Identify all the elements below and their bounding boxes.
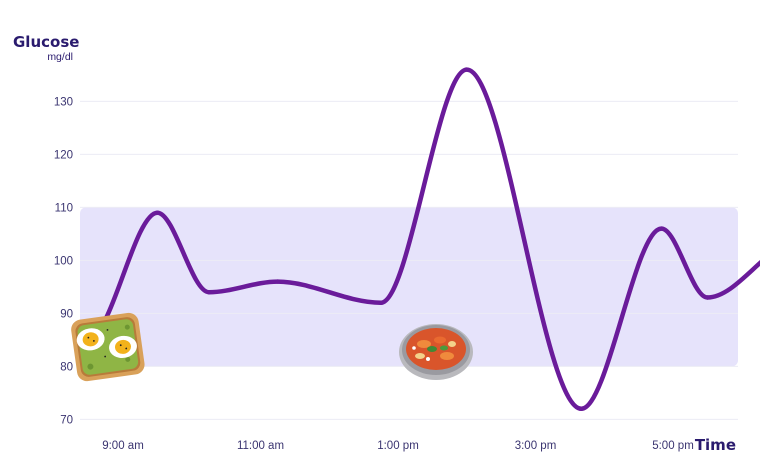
x-tick-label: 3:00 pm (515, 440, 557, 452)
x-axis-ticks: 9:00 am 11:00 am 1:00 pm 3:00 pm 5:00 pm (102, 440, 694, 452)
y-tick-label: 100 (54, 255, 73, 267)
y-axis-title: Glucose (13, 33, 79, 51)
target-range-band (80, 207, 738, 367)
data-point (579, 406, 584, 411)
y-axis-unit: mg/dl (47, 51, 73, 63)
y-tick-label: 130 (54, 96, 73, 108)
y-axis-ticks: 70 80 90 100 110 120 130 (54, 96, 73, 426)
glucose-series-line (103, 67, 760, 412)
y-tick-label: 120 (54, 149, 73, 161)
y-tick-label: 110 (55, 202, 73, 214)
pasta-bowl-icon (399, 324, 473, 380)
y-tick-label: 80 (60, 361, 73, 373)
data-point (464, 67, 469, 72)
data-point (378, 300, 384, 305)
avocado-toast-with-eggs-icon (71, 312, 145, 382)
data-point (206, 290, 212, 295)
data-point (705, 295, 710, 300)
x-tick-label: 11:00 am (237, 440, 284, 452)
y-tick-label: 90 (60, 308, 73, 320)
y-tick-label: 70 (60, 414, 73, 426)
x-tick-label: 1:00 pm (377, 440, 419, 452)
data-point (275, 279, 280, 284)
x-tick-label: 9:00 am (102, 440, 144, 452)
data-point (155, 210, 160, 215)
x-axis-title: Time (695, 436, 736, 454)
data-point (659, 226, 664, 231)
x-tick-label: 5:00 pm (652, 440, 694, 452)
